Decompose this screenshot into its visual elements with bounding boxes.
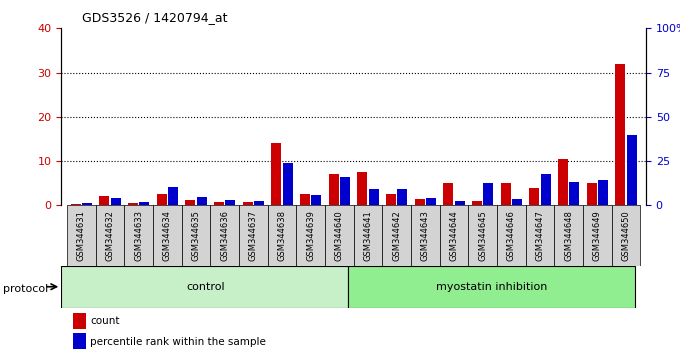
- Bar: [587, 183, 596, 205]
- Text: GSM344646: GSM344646: [507, 210, 515, 261]
- Bar: [82, 202, 92, 205]
- Bar: [185, 200, 195, 205]
- Bar: [426, 198, 436, 205]
- Text: GSM344634: GSM344634: [163, 210, 172, 261]
- Bar: [512, 199, 522, 205]
- Bar: [296, 205, 325, 266]
- Bar: [529, 188, 539, 205]
- Bar: [128, 203, 138, 205]
- Text: GSM344631: GSM344631: [77, 210, 86, 261]
- Bar: [124, 205, 153, 266]
- Bar: [271, 143, 282, 205]
- Text: count: count: [90, 316, 120, 326]
- Text: GDS3526 / 1420794_at: GDS3526 / 1420794_at: [82, 11, 227, 24]
- Bar: [554, 205, 583, 266]
- Text: GSM344639: GSM344639: [306, 210, 315, 261]
- Bar: [526, 205, 554, 266]
- Text: GSM344645: GSM344645: [478, 210, 487, 261]
- Bar: [214, 202, 224, 205]
- Bar: [182, 205, 210, 266]
- Bar: [328, 175, 339, 205]
- Bar: [397, 189, 407, 205]
- Bar: [443, 183, 453, 205]
- Bar: [99, 196, 109, 205]
- Text: GSM344636: GSM344636: [220, 210, 229, 261]
- Text: GSM344647: GSM344647: [535, 210, 545, 261]
- Text: GSM344637: GSM344637: [249, 210, 258, 261]
- Text: GSM344650: GSM344650: [622, 210, 630, 261]
- Text: percentile rank within the sample: percentile rank within the sample: [90, 337, 267, 347]
- Bar: [611, 205, 641, 266]
- Bar: [439, 205, 469, 266]
- Bar: [558, 159, 568, 205]
- Bar: [71, 204, 80, 205]
- Bar: [239, 205, 268, 266]
- Bar: [210, 205, 239, 266]
- Bar: [67, 205, 96, 266]
- Bar: [340, 177, 350, 205]
- Text: GSM344642: GSM344642: [392, 210, 401, 261]
- Bar: [139, 202, 150, 205]
- Text: GSM344643: GSM344643: [421, 210, 430, 261]
- Text: GSM344649: GSM344649: [593, 210, 602, 261]
- Bar: [111, 198, 120, 205]
- Bar: [61, 266, 348, 308]
- Text: GSM344641: GSM344641: [363, 210, 373, 261]
- Text: GSM344644: GSM344644: [449, 210, 458, 261]
- Bar: [168, 187, 178, 205]
- Bar: [254, 201, 264, 205]
- Bar: [415, 199, 424, 205]
- Bar: [615, 64, 625, 205]
- Text: GSM344633: GSM344633: [134, 210, 143, 261]
- Bar: [300, 194, 310, 205]
- Bar: [96, 205, 124, 266]
- Bar: [325, 205, 354, 266]
- Text: myostatin inhibition: myostatin inhibition: [435, 282, 547, 292]
- Bar: [311, 195, 322, 205]
- Bar: [483, 183, 494, 205]
- Bar: [472, 201, 482, 205]
- Bar: [500, 183, 511, 205]
- Bar: [153, 205, 182, 266]
- Bar: [497, 205, 526, 266]
- Bar: [411, 205, 439, 266]
- Bar: [73, 313, 86, 329]
- Bar: [583, 205, 611, 266]
- Bar: [283, 163, 292, 205]
- Bar: [382, 205, 411, 266]
- Bar: [541, 175, 551, 205]
- Text: GSM344632: GSM344632: [105, 210, 114, 261]
- Bar: [357, 172, 367, 205]
- Text: protocol: protocol: [3, 284, 49, 293]
- Text: GSM344640: GSM344640: [335, 210, 344, 261]
- Bar: [243, 202, 252, 205]
- Bar: [268, 205, 296, 266]
- Bar: [348, 266, 634, 308]
- Bar: [569, 182, 579, 205]
- Bar: [225, 200, 235, 205]
- Bar: [455, 201, 464, 205]
- Bar: [73, 333, 86, 349]
- Text: control: control: [186, 282, 225, 292]
- Bar: [197, 198, 207, 205]
- Text: GSM344648: GSM344648: [564, 210, 573, 261]
- Bar: [386, 194, 396, 205]
- Bar: [469, 205, 497, 266]
- Bar: [156, 194, 167, 205]
- Bar: [354, 205, 382, 266]
- Bar: [627, 135, 636, 205]
- Text: GSM344635: GSM344635: [192, 210, 201, 261]
- Text: GSM344638: GSM344638: [277, 210, 286, 261]
- Bar: [369, 188, 379, 205]
- Bar: [598, 180, 608, 205]
